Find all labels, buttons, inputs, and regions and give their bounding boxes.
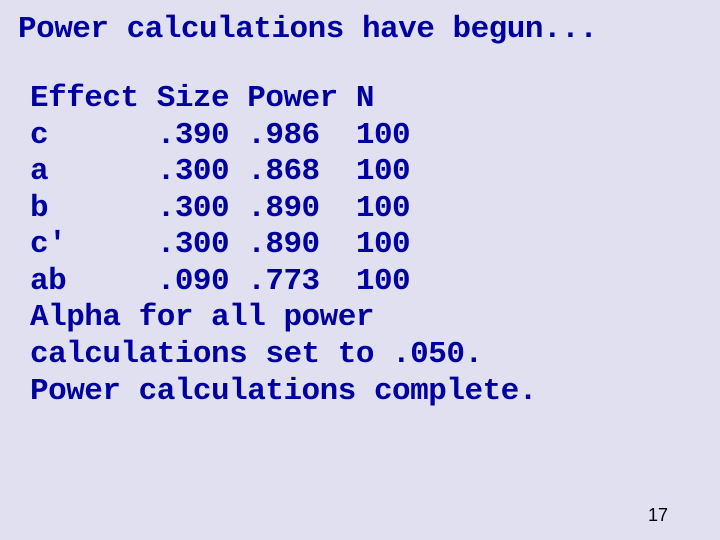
slide-title: Power calculations have begun... [0, 0, 720, 47]
power-calc-output: Effect Size Power N c .390 .986 100 a .3… [0, 47, 720, 410]
page-number: 17 [648, 505, 668, 526]
